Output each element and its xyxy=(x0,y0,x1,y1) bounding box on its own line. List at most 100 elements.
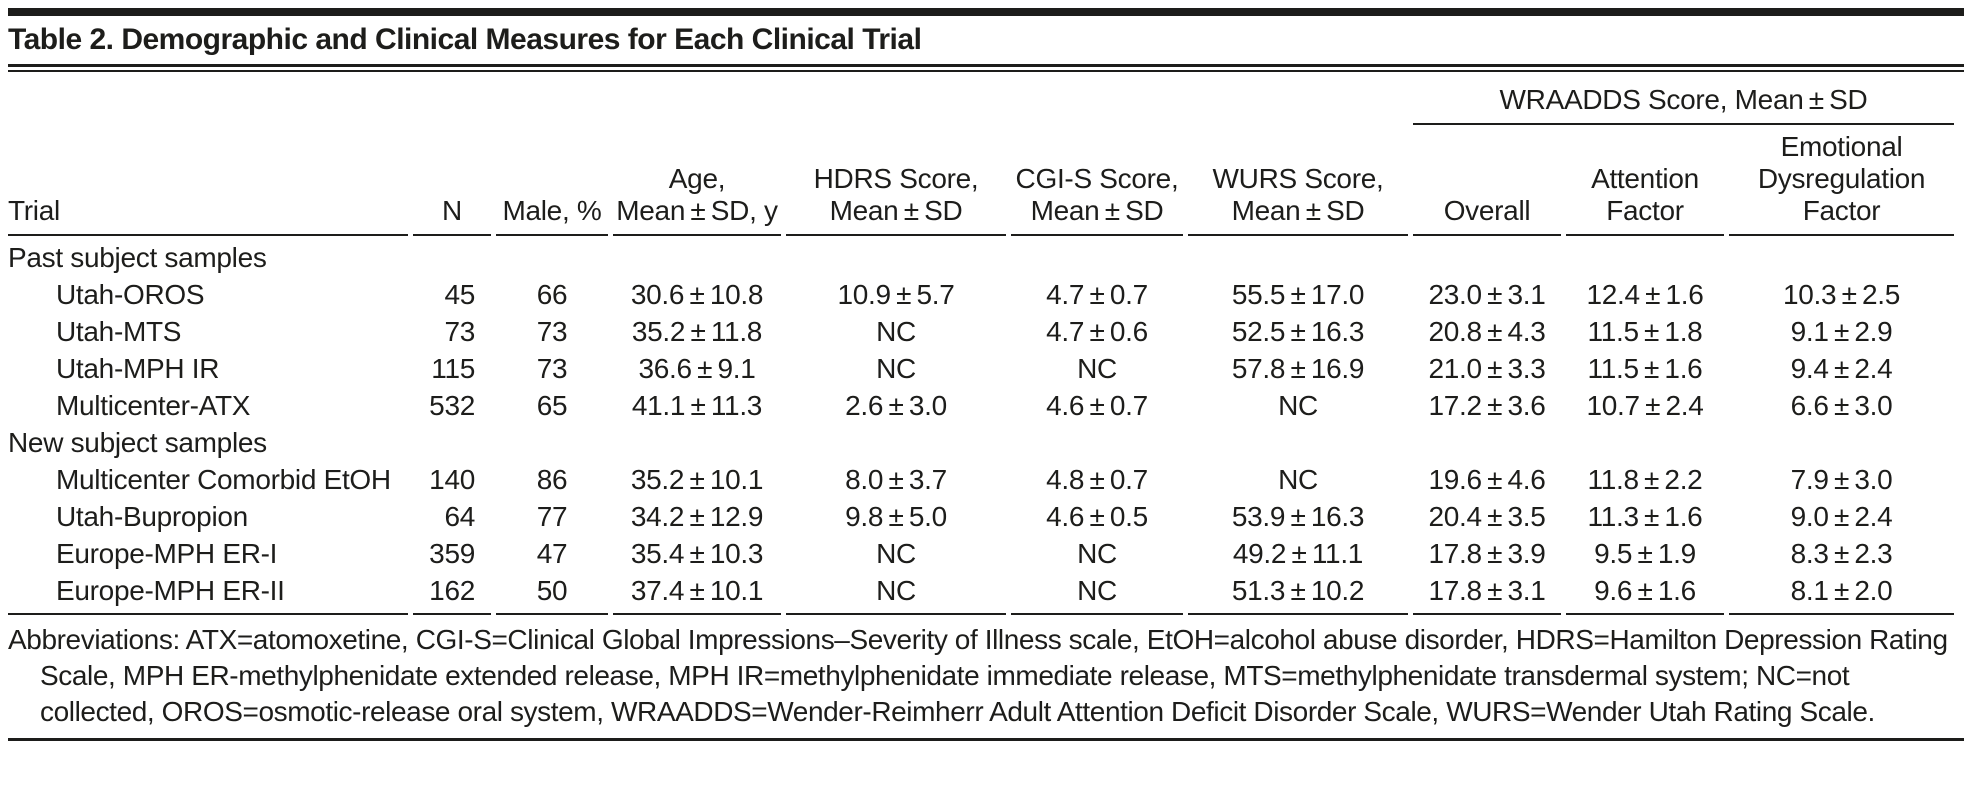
trial-name: Utah-Bupropion xyxy=(56,501,248,532)
bottom-rule xyxy=(8,738,1964,741)
cell-n: 64 xyxy=(444,501,475,532)
trial-name: Utah-MPH IR xyxy=(56,353,220,384)
cell-male-pct: 73 xyxy=(536,353,568,384)
cell-hdrs: 9.8 ± 5.0 xyxy=(845,501,947,532)
cell-attention: 11.5 ± 1.6 xyxy=(1587,353,1703,384)
cell-age: 37.4 ± 10.1 xyxy=(613,572,781,615)
cell-wurs: 49.2 ± 11.1 xyxy=(1232,538,1364,569)
cell-attention: 11.5 ± 1.8 xyxy=(1587,316,1703,347)
table-row: Europe-MPH ER-II 162 50 37.4 ± 10.1 NC NC 51.3… xyxy=(8,572,1955,615)
trial-name: Utah-OROS xyxy=(56,279,205,310)
section-label: Past subject samples xyxy=(8,242,267,273)
cell-wurs: 57.8 ± 16.9 xyxy=(1231,353,1365,384)
cell-emotional: 8.3 ± 2.3 xyxy=(1790,538,1893,569)
cell-cgis: 4.6 ± 0.7 xyxy=(1046,390,1148,421)
table-header: WRAADDS Score, Mean ± SD Trial N Male, % Ag… xyxy=(8,84,1955,236)
trial-name: Europe-MPH ER-I xyxy=(56,538,278,569)
wraadds-spanner-label: WRAADDS Score, Mean ± SD xyxy=(1413,84,1955,125)
cell-hdrs: 2.6 ± 3.0 xyxy=(845,390,947,421)
cell-attention: 9.5 ± 1.9 xyxy=(1594,538,1696,569)
cell-wurs: 51.3 ± 10.2 xyxy=(1188,572,1408,615)
cell-age: 41.1 ± 11.3 xyxy=(631,390,763,421)
cell-overall: 19.6 ± 4.6 xyxy=(1428,464,1546,495)
cell-age: 35.4 ± 10.3 xyxy=(630,538,764,569)
cell-n: 45 xyxy=(444,279,475,310)
abbreviations-footnote: Abbreviations: ATX=atomoxetine, CGI-S=Cl… xyxy=(8,624,1948,727)
section-row: New subject samples xyxy=(8,424,1954,461)
cell-emotional: 8.1 ± 2.0 xyxy=(1729,572,1955,615)
spanner-row: WRAADDS Score, Mean ± SD xyxy=(8,84,1955,125)
cell-emotional: 9.4 ± 2.4 xyxy=(1790,353,1893,384)
trial-name: Europe-MPH ER-II xyxy=(8,572,408,615)
column-header-emotional: Emotional Dysregulation Factor xyxy=(1729,125,1955,236)
cell-male-pct: 73 xyxy=(536,316,568,347)
table-row: Utah-OROS 45 66 30.6 ± 10.8 10.9 ± 5.7 4.7 ± … xyxy=(8,276,1954,313)
title-divider xyxy=(8,64,1964,72)
cell-male-pct: 50 xyxy=(496,572,608,615)
cell-n: 73 xyxy=(444,316,475,347)
section-row: Past subject samples xyxy=(8,236,1954,276)
cell-cgis: NC xyxy=(1077,353,1117,384)
table-row: Utah-MPH IR 115 73 36.6 ± 9.1 NC NC 57.8 ± 16.… xyxy=(8,350,1954,387)
column-header-wurs: WURS Score, Mean ± SD xyxy=(1188,125,1408,236)
cell-age: 35.2 ± 11.8 xyxy=(631,316,763,347)
cell-cgis: NC xyxy=(1011,572,1183,615)
trial-name: Multicenter Comorbid EtOH xyxy=(56,464,391,495)
column-header-trial: Trial xyxy=(8,125,408,236)
cell-attention: 12.4 ± 1.6 xyxy=(1586,279,1704,310)
cell-age: 35.2 ± 10.1 xyxy=(630,464,764,495)
cell-age: 34.2 ± 12.9 xyxy=(630,501,764,532)
cell-cgis: 4.7 ± 0.7 xyxy=(1046,279,1148,310)
column-header-male-pct: Male, % xyxy=(496,125,608,236)
table-row: Multicenter Comorbid EtOH 140 86 35.2 ± 10.… xyxy=(8,461,1954,498)
cell-wurs: 53.9 ± 16.3 xyxy=(1231,501,1365,532)
table-title: Table 2. Demographic and Clinical Measur… xyxy=(8,23,922,56)
column-header-cgis: CGI-S Score, Mean ± SD xyxy=(1011,125,1183,236)
cell-overall: 17.8 ± 3.1 xyxy=(1413,572,1561,615)
cell-age: 36.6 ± 9.1 xyxy=(638,353,756,384)
cell-cgis: NC xyxy=(1077,538,1117,569)
column-header-row: Trial N Male, % Age, Mean ± SD, y HDRS Score,… xyxy=(8,125,1955,236)
cell-hdrs: NC xyxy=(876,316,916,347)
cell-attention: 10.7 ± 2.4 xyxy=(1586,390,1704,421)
column-header-hdrs: HDRS Score, Mean ± SD xyxy=(786,125,1006,236)
cell-age: 30.6 ± 10.8 xyxy=(630,279,764,310)
column-header-attention: Attention Factor xyxy=(1566,125,1724,236)
spanner-spacer xyxy=(8,84,1408,125)
table-body: Past subject samples Utah-OROS 45 66 30.6 ± … xyxy=(8,236,1955,615)
cell-n: 532 xyxy=(429,390,475,421)
table-row: Utah-Bupropion 64 77 34.2 ± 12.9 9.8 ± 5.0 4.… xyxy=(8,498,1954,535)
clinical-trials-table: WRAADDS Score, Mean ± SD Trial N Male, % Ag… xyxy=(3,84,1959,615)
cell-male-pct: 77 xyxy=(536,501,568,532)
cell-overall: 21.0 ± 3.3 xyxy=(1428,353,1546,384)
table-row: Europe-MPH ER-I 359 47 35.4 ± 10.3 NC NC 49.2 … xyxy=(8,535,1954,572)
cell-overall: 17.2 ± 3.6 xyxy=(1428,390,1546,421)
cell-attention: 11.3 ± 1.6 xyxy=(1587,501,1703,532)
cell-emotional: 9.0 ± 2.4 xyxy=(1790,501,1893,532)
cell-hdrs: NC xyxy=(786,572,1006,615)
trial-name: Utah-MTS xyxy=(56,316,182,347)
cell-cgis: 4.8 ± 0.7 xyxy=(1046,464,1148,495)
column-header-overall: Overall xyxy=(1413,125,1561,236)
cell-overall: 20.8 ± 4.3 xyxy=(1428,316,1546,347)
cell-hdrs: NC xyxy=(876,353,916,384)
table-row: Utah-MTS 73 73 35.2 ± 11.8 NC 4.7 ± 0.6 52.5 ±… xyxy=(8,313,1954,350)
cell-n: 115 xyxy=(431,353,475,384)
cell-emotional: 7.9 ± 3.0 xyxy=(1790,464,1893,495)
cell-male-pct: 65 xyxy=(536,390,568,421)
cell-attention: 9.6 ± 1.6 xyxy=(1566,572,1724,615)
cell-attention: 11.8 ± 2.2 xyxy=(1587,464,1703,495)
cell-emotional: 9.1 ± 2.9 xyxy=(1790,316,1893,347)
cell-hdrs: 10.9 ± 5.7 xyxy=(837,279,955,310)
cell-wurs: 55.5 ± 17.0 xyxy=(1231,279,1365,310)
cell-n: 359 xyxy=(429,538,475,569)
cell-cgis: 4.6 ± 0.5 xyxy=(1046,501,1148,532)
cell-n: 162 xyxy=(413,572,491,615)
cell-male-pct: 86 xyxy=(536,464,568,495)
cell-male-pct: 47 xyxy=(536,538,568,569)
cell-overall: 17.8 ± 3.9 xyxy=(1428,538,1546,569)
cell-wurs: NC xyxy=(1278,390,1318,421)
column-header-n: N xyxy=(413,125,491,236)
trial-name: Multicenter-ATX xyxy=(56,390,251,421)
